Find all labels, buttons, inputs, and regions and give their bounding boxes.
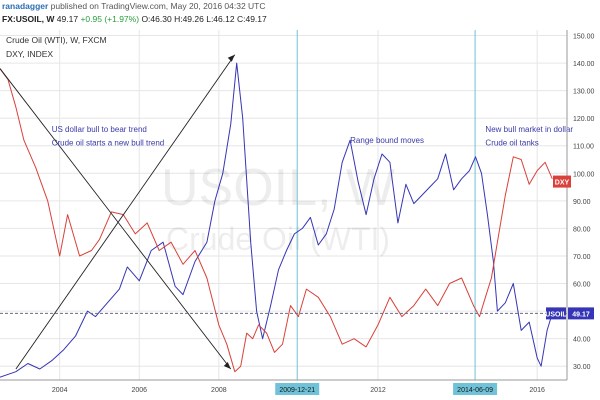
vertical-marker-date-label: 2014-06-09: [453, 383, 498, 395]
y-tick-label: 30.00: [573, 364, 591, 371]
price-labels: USOIL 49.17 DXY: [545, 175, 594, 320]
annotation-text: Range bound moves: [350, 136, 424, 145]
dxy-symbol-text: DXY: [555, 180, 570, 187]
y-tick-label: 70.00: [573, 254, 591, 261]
y-tick-label: 120.00: [573, 116, 595, 123]
dxy-price-label: DXY: [553, 175, 571, 188]
y-tick-label: 80.00: [573, 226, 591, 233]
y-tick-label: 150.00: [573, 34, 595, 41]
usoil-symbol-bg: [546, 307, 566, 320]
quote-open: O:46.30: [141, 14, 172, 24]
x-tick-label: 2004: [52, 387, 68, 394]
quote-high: H:49.26: [174, 14, 204, 24]
annotation-text: US dollar bull to bear trend: [52, 125, 147, 134]
usoil-value-bg: [568, 307, 594, 320]
date-label-text: 2014-06-09: [457, 387, 493, 394]
axes: 30.0040.0050.0060.0070.0080.0090.00100.0…: [0, 30, 595, 395]
chart-title: Crude Oil (WTI), W, FXCM: [6, 35, 107, 45]
y-tick-label: 110.00: [573, 144, 594, 151]
vertical-marker-date-label: 2009-12-21: [275, 383, 320, 395]
usoil-price-label: USOIL 49.17: [545, 307, 594, 320]
quote-last: 49.17: [56, 14, 79, 24]
plot-area: [0, 30, 567, 380]
y-tick-label: 60.00: [573, 282, 591, 289]
y-tick-label: 40.00: [573, 337, 591, 344]
vertical-markers: [296, 30, 476, 380]
dxy-symbol-bg: [553, 175, 571, 188]
trendline: [0, 68, 232, 370]
series-line-usoil: [0, 62, 553, 378]
series: [0, 62, 553, 378]
annotation-text: Crude oil tanks: [485, 139, 538, 148]
quote-close: C:49.17: [236, 14, 267, 24]
quote-line: FX:USOIL, W 49.17 +0.95 (+1.97%) O:46.30…: [2, 14, 267, 24]
x-tick-label: 2008: [211, 387, 227, 394]
date-label-bg: [453, 383, 498, 395]
grid: [0, 30, 567, 380]
y-tick-label: 90.00: [573, 199, 591, 206]
series-line-dxy: [0, 68, 553, 373]
watermark: USOIL, W Crude Oil (WTI): [161, 159, 395, 257]
annotations: US dollar bull to bear trend Crude oil st…: [52, 125, 574, 148]
y-tick-label: 140.00: [573, 61, 595, 68]
author-name[interactable]: ranadagger: [2, 1, 49, 11]
y-tick-label: 130.00: [573, 89, 595, 96]
date-label-text: 2009-12-21: [279, 387, 315, 394]
annotation-text: Crude oil starts a new bull trend: [52, 139, 165, 148]
quote-change: +0.95 (+1.97%): [80, 14, 140, 24]
quote-low: L:46.12: [206, 14, 235, 24]
y-tick-label: 100.00: [573, 171, 595, 178]
x-tick-label: 2012: [370, 387, 386, 394]
trendline-arrowhead: [223, 361, 231, 369]
trendline: [15, 54, 236, 370]
trendlines: [0, 54, 236, 370]
trendline-arrowhead: [227, 54, 235, 62]
usoil-symbol-text: USOIL: [545, 311, 567, 318]
annotation-text: New bull market in dollar: [485, 125, 573, 134]
x-tick-label: 2016: [529, 387, 545, 394]
chart-subtitle: DXY, INDEX: [6, 49, 53, 59]
quote-symbol: FX:USOIL, W: [2, 14, 55, 24]
header: ranadagger published on TradingView.com,…: [2, 1, 266, 11]
date-label-bg: [275, 383, 320, 395]
usoil-value-text: 49.17: [572, 311, 590, 318]
watermark-name: Crude Oil (WTI): [166, 221, 390, 257]
published-text: published on TradingView.com, May 20, 20…: [50, 1, 266, 11]
x-tick-label: 2006: [131, 387, 147, 394]
